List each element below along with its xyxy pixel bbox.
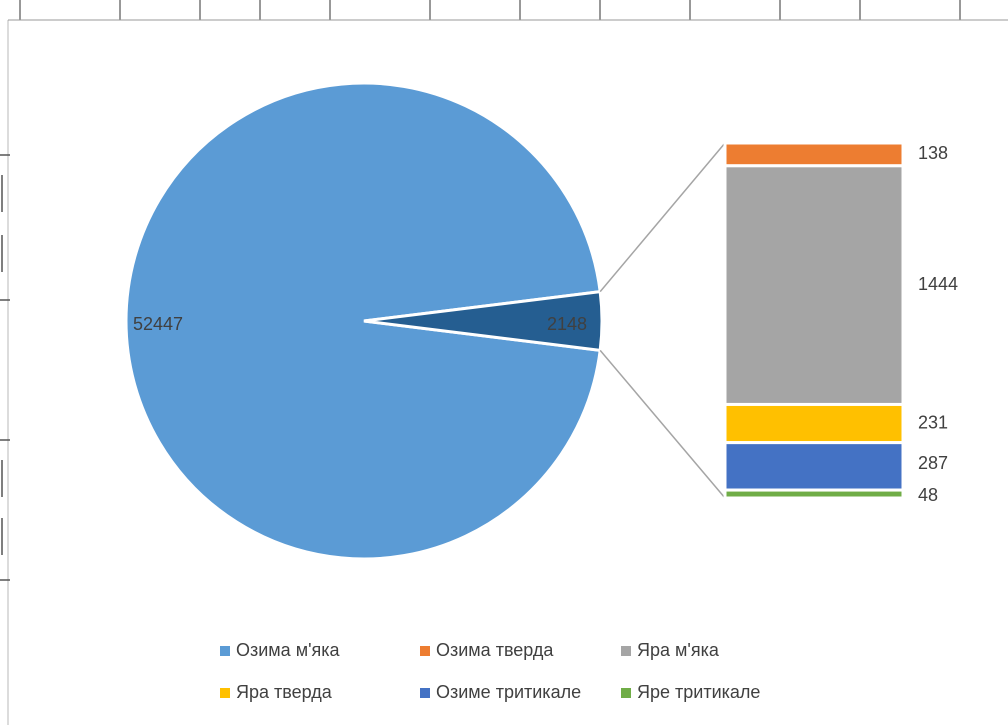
legend-label: Озима тверда xyxy=(436,640,554,660)
legend-swatch xyxy=(220,688,230,698)
legend-swatch xyxy=(420,646,430,656)
bar-segment xyxy=(723,141,905,168)
pie-slice xyxy=(124,81,602,561)
legend-swatch xyxy=(621,688,631,698)
connector-line xyxy=(599,349,726,499)
legend-label: Яра м'яка xyxy=(637,640,720,660)
data-label: 2148 xyxy=(547,314,587,334)
bar-segment xyxy=(723,441,905,492)
connector-line xyxy=(599,142,726,293)
data-label: 231 xyxy=(918,412,948,432)
decoration xyxy=(19,0,961,20)
pie-slice xyxy=(363,289,604,353)
data-label: 287 xyxy=(918,453,948,473)
legend-label: Озима м'яка xyxy=(236,640,341,660)
legend-swatch xyxy=(420,688,430,698)
data-label: 1444 xyxy=(918,274,958,294)
bar-segment xyxy=(723,488,905,500)
decoration xyxy=(0,154,10,581)
bar-segment xyxy=(723,164,905,406)
legend-label: Яре тритикале xyxy=(637,682,760,702)
legend-label: Яра тверда xyxy=(236,682,333,702)
legend-label: Озиме тритикале xyxy=(436,682,581,702)
data-label: 52447 xyxy=(133,314,183,334)
data-label: 138 xyxy=(918,143,948,163)
legend-swatch xyxy=(621,646,631,656)
legend-swatch xyxy=(220,646,230,656)
data-label: 48 xyxy=(918,485,938,505)
bar-segment xyxy=(723,402,905,445)
